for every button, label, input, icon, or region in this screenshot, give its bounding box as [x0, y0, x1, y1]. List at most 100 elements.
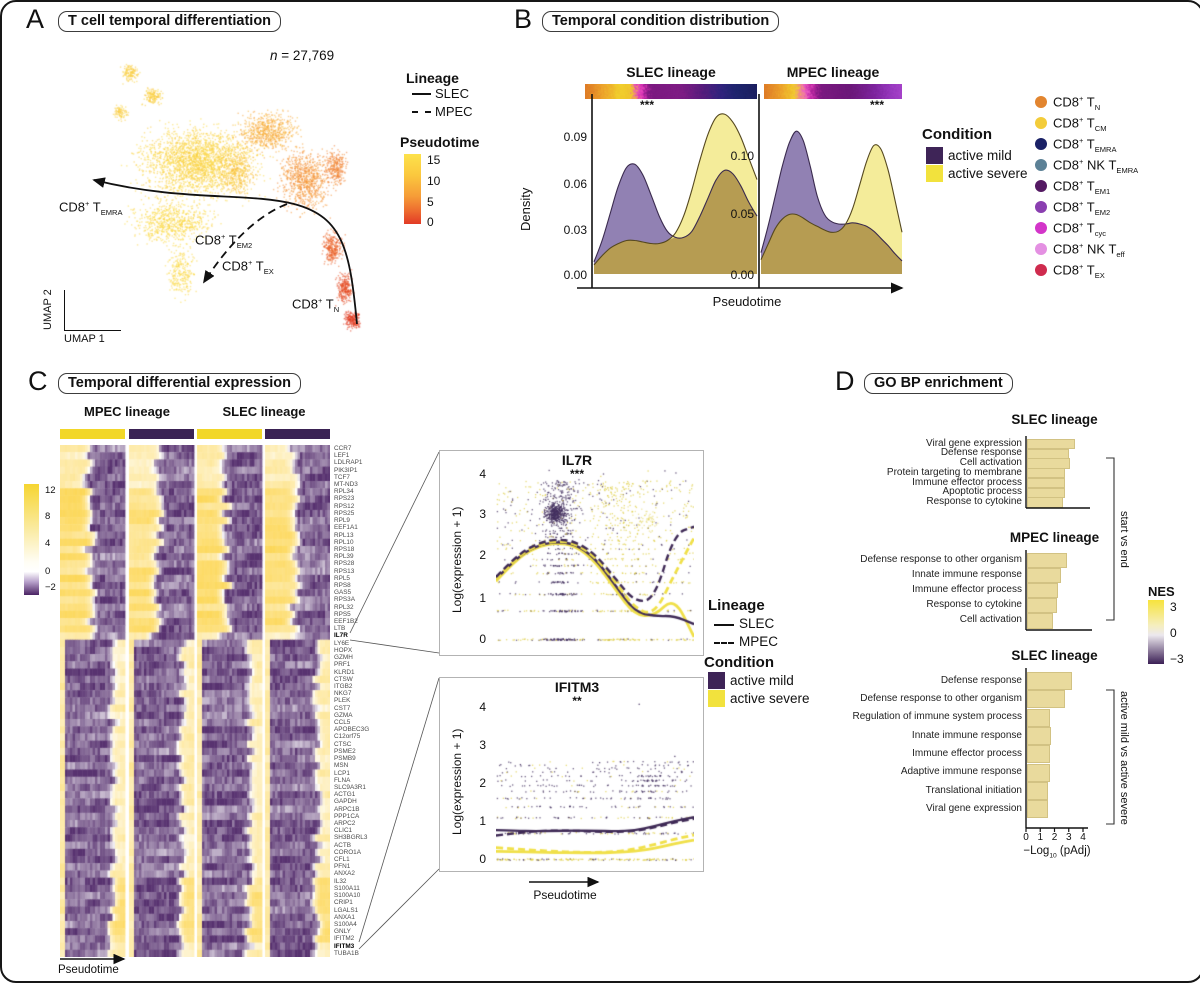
celltype-dot — [1035, 264, 1047, 276]
ifitm3-scatter-canvas — [496, 694, 694, 866]
condition-label-c: active mild — [730, 673, 794, 688]
mpec-pseudotime-cell-strip — [764, 84, 902, 99]
gene-label: GNLY — [334, 928, 351, 936]
go-bar-label: Innate immune response — [911, 569, 1022, 581]
ifitm3-significance: ** — [572, 694, 582, 708]
gene-label: RPL9 — [334, 517, 350, 525]
lineage-label-c: SLEC — [739, 616, 775, 631]
go-bar — [1027, 782, 1048, 801]
umap-x-axis-label: UMAP 1 — [64, 333, 105, 345]
expr-ytick: 3 — [479, 738, 486, 752]
celltype-label: CD8+ TEM2 — [1053, 199, 1111, 217]
gene-label: RPS23 — [334, 495, 355, 503]
gene-label: ITGB2 — [334, 682, 353, 690]
go-bar-label: Immune effector process — [912, 747, 1022, 759]
mpec-ytick: 0.05 — [730, 207, 754, 221]
go-bar-label: Cell activation — [959, 614, 1022, 626]
gene-label: GZMH — [334, 654, 353, 662]
go-bar — [1027, 672, 1073, 690]
heatmap-mpec-header: MPEC lineage — [84, 404, 170, 419]
go-bar-label: Defense response — [940, 674, 1022, 686]
gene-label: IL32 — [334, 877, 347, 885]
heatmap-colorbar-tick: 8 — [45, 511, 51, 522]
celltype-label: CD8+ NK TEMRA — [1053, 157, 1139, 175]
il7r-scatter-canvas — [496, 460, 694, 648]
go-bar — [1027, 613, 1053, 629]
gene-label: FLNA — [334, 776, 351, 784]
bracket-label-mild-vs-severe: active mild vs active severe — [1118, 690, 1130, 825]
gene-label: CORO1A — [334, 848, 361, 856]
go-xtick: 0 — [1023, 832, 1029, 843]
go-bar-label: Defense response to other organism — [860, 554, 1022, 566]
mpec-ytick: 0.10 — [730, 149, 754, 163]
go-x-axis-label: −Log10 (pAdj) — [1023, 845, 1091, 860]
gene-label: RPS13 — [334, 567, 355, 575]
pseudotime-tick: 10 — [427, 174, 441, 188]
go-bar — [1027, 598, 1057, 614]
gene-label: RPL32 — [334, 603, 354, 611]
heatmap-colorbar-tick: 0 — [45, 566, 51, 577]
panel-b-title: Temporal condition distribution — [542, 11, 780, 32]
condition-swatch-b — [926, 165, 943, 182]
expr-ytick: 0 — [479, 632, 486, 646]
go-bar-label: Response to cytokine — [926, 599, 1022, 611]
go-chart3-title: SLEC lineage — [1011, 648, 1098, 663]
umap-trajectory-arrows — [92, 177, 358, 325]
gene-label: EEF1A1 — [334, 524, 358, 532]
go-xtick: 4 — [1080, 832, 1086, 843]
celltype-dot — [1035, 201, 1047, 213]
go-bar-label: Adaptive immune response — [900, 766, 1022, 778]
heatmap-slec-header: SLEC lineage — [222, 404, 306, 419]
lineage-label: SLEC — [435, 86, 469, 101]
pseudotime-colorbar — [404, 154, 421, 224]
celltype-dot — [1035, 159, 1047, 171]
condition-legend-title-b: Condition — [922, 126, 992, 143]
panel-d-letter: D — [835, 366, 855, 396]
go-chart2-title: MPEC lineage — [1009, 530, 1100, 545]
gene-label: CFL1 — [334, 856, 350, 864]
condition-swatch-b — [926, 147, 943, 164]
gene-label: MT-ND3 — [334, 481, 358, 489]
nes-tick: 0 — [1170, 626, 1177, 640]
umap-y-axis-label: UMAP 2 — [42, 289, 54, 331]
lineage-label: MPEC — [435, 104, 473, 119]
celltype-dot — [1035, 96, 1047, 108]
lineage-line-sample — [412, 111, 431, 113]
go-chart1-title: SLEC lineage — [1011, 412, 1098, 427]
gene-label: RPL13 — [334, 531, 354, 539]
gene-label: ACTB — [334, 841, 352, 849]
heatmap-colorbar-tick: 4 — [45, 538, 51, 549]
gene-label: GAPDH — [334, 798, 357, 806]
panel-a-title: T cell temporal differentiation — [58, 11, 282, 32]
lineage-label-c: MPEC — [739, 634, 779, 649]
gene-label: RPL39 — [334, 553, 354, 561]
go-bar — [1027, 800, 1049, 819]
nes-tick: 3 — [1170, 600, 1177, 614]
il7r-y-axis-label: Log(expression + 1) — [450, 506, 464, 613]
gene-label: SH3BGRL3 — [334, 834, 368, 842]
gene-label: IFITM3 — [334, 942, 355, 950]
gene-label: RPS5 — [334, 610, 351, 618]
slec-significance: *** — [639, 98, 654, 112]
gene-label: RPS8 — [334, 582, 351, 589]
gene-label: PRF1 — [334, 661, 351, 669]
gene-label: PSME2 — [334, 747, 356, 755]
celltype-label: CD8+ TCM — [1053, 115, 1107, 133]
annotation-bar-mpec-severe — [60, 429, 125, 439]
gene-label: PSMB9 — [334, 755, 356, 763]
go-bar-label: Innate immune response — [911, 729, 1022, 741]
go-bar-label: Protein targeting to membrane — [886, 466, 1022, 478]
go-bar — [1027, 497, 1064, 508]
gene-label: LTB — [334, 625, 346, 633]
condition-swatch-c — [708, 672, 725, 689]
gene-label: S100A10 — [334, 892, 361, 900]
go-xtick: 2 — [1051, 832, 1058, 843]
slec-trajectory — [92, 177, 358, 325]
gene-label: GZMA — [334, 711, 353, 719]
nes-tick: −3 — [1170, 652, 1184, 666]
mpec-trajectory — [203, 203, 288, 284]
mpec-density-title: MPEC lineage — [786, 64, 880, 80]
condition-swatch-c — [708, 690, 725, 707]
gene-label: ANXA1 — [334, 913, 355, 921]
go-bar — [1027, 763, 1050, 782]
